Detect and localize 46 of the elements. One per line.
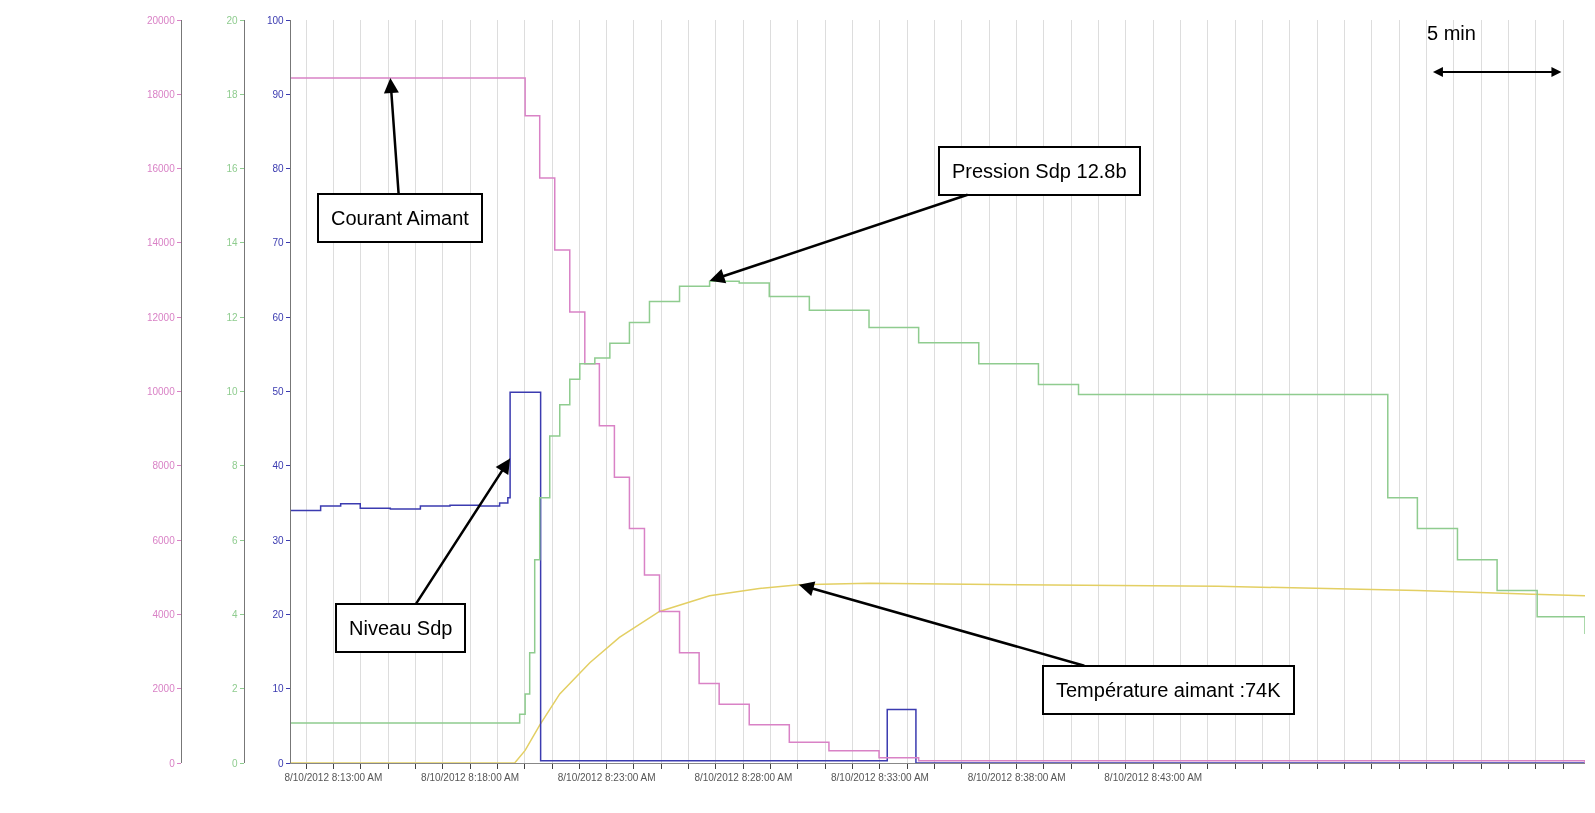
y2-tick-label: 18000	[146, 88, 176, 100]
x-tick-label: 8/10/2012 8:28:00 AM	[694, 772, 793, 783]
annotation: 5 min	[1427, 22, 1476, 44]
y2-tick-label: 0	[169, 757, 176, 769]
annotation: Niveau Sdp	[349, 617, 453, 639]
y2-tick-label: 14000	[146, 237, 176, 249]
y2-tick-label: 4000	[152, 608, 176, 620]
y3-tick-label: 12	[226, 311, 238, 323]
y3-tick-label: 10	[226, 386, 238, 397]
y-tick-label: 20	[272, 608, 285, 620]
y3-tick-label: 0	[231, 757, 238, 769]
y2-tick-label: 16000	[146, 163, 176, 175]
line-series	[290, 582, 1586, 763]
y3-tick-label: 6	[231, 534, 238, 546]
y-tick-label: 10	[272, 683, 285, 695]
annotation: Pression Sdp 12.8b	[952, 160, 1127, 182]
x-tick-label: 8/10/2012 8:23:00 AM	[557, 772, 656, 783]
y-tick-label: 30	[272, 534, 285, 546]
y-tick-label: 50	[272, 386, 285, 397]
y2-tick-label: 10000	[146, 386, 176, 397]
x-tick-label: 8/10/2012 8:18:00 AM	[421, 772, 519, 783]
y3-tick-label: 20	[226, 14, 238, 26]
y-tick-label: 70	[272, 237, 285, 249]
annotation: Température aimant :74K	[1056, 679, 1282, 701]
y3-tick-label: 18	[226, 88, 238, 100]
y3-tick-label: 8	[231, 460, 238, 472]
annotation: Courant Aimant	[331, 207, 470, 229]
x-tick-label: 8/10/2012 8:43:00 AM	[1104, 772, 1203, 783]
y3-tick-label: 16	[226, 163, 238, 175]
y3-tick-label: 4	[231, 608, 238, 620]
y3-tick-label: 2	[231, 683, 238, 695]
y2-tick-label: 8000	[152, 460, 176, 472]
y-tick-label: 60	[272, 311, 285, 323]
y-tick-label: 80	[272, 163, 285, 175]
x-tick-label: 8/10/2012 8:13:00 AM	[284, 772, 383, 783]
y2-tick-label: 20000	[146, 14, 176, 26]
y2-tick-label: 12000	[146, 311, 176, 323]
x-tick-label: 8/10/2012 8:38:00 AM	[967, 772, 1066, 783]
y3-tick-label: 14	[226, 237, 238, 249]
y-tick-label: 0	[278, 757, 285, 769]
y2-tick-label: 2000	[152, 683, 176, 695]
y-tick-label: 100	[266, 14, 285, 26]
x-tick-label: 8/10/2012 8:33:00 AM	[831, 772, 929, 783]
y-tick-label: 40	[272, 460, 285, 472]
y2-tick-label: 6000	[152, 534, 176, 546]
y-tick-label: 90	[272, 88, 285, 100]
